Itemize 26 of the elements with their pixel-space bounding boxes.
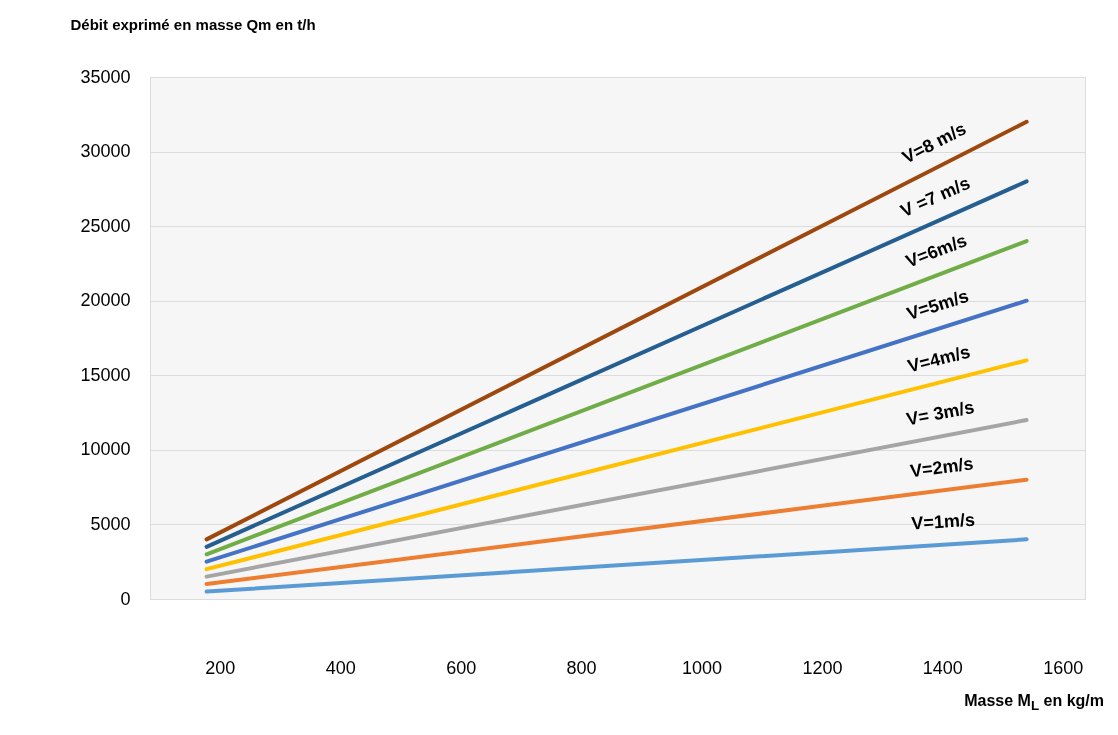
series-label: V=1m/s: [910, 509, 976, 534]
text: V=4m/s: [905, 341, 973, 377]
text: V=2m/s: [908, 453, 975, 482]
text: V=6m/s: [903, 230, 970, 272]
y-tick-label: 10000: [80, 439, 131, 460]
x-tick-label: 800: [566, 657, 597, 678]
y-tick-label: 35000: [80, 66, 131, 87]
x-tick-label: 400: [325, 657, 356, 678]
x-tick-label: 1400: [922, 657, 963, 678]
y-axis-title: Débit exprimé en masse Qm en t/h: [70, 15, 316, 33]
y-tick-label: 20000: [80, 290, 131, 311]
y-tick-label: 30000: [80, 141, 131, 162]
y-tick-label: 0: [120, 588, 131, 609]
x-tick-label: 200: [205, 657, 236, 678]
text: V=5m/s: [904, 285, 971, 325]
x-tick-label: 1600: [1043, 657, 1084, 678]
y-tick-label: 15000: [80, 364, 131, 385]
text: V=8 m/s: [899, 118, 970, 168]
y-tick-label: 25000: [80, 215, 131, 236]
x-tick-label: 1200: [802, 657, 843, 678]
text: V= 3m/s: [904, 396, 976, 430]
x-axis-title: Masse M$_{L}$ en kg/m: [964, 692, 1104, 714]
x-tick-label: 600: [446, 657, 477, 678]
x-tick-label: 1000: [681, 657, 723, 678]
text: V =7 m/s: [897, 172, 973, 222]
y-tick-label: 5000: [90, 513, 131, 534]
